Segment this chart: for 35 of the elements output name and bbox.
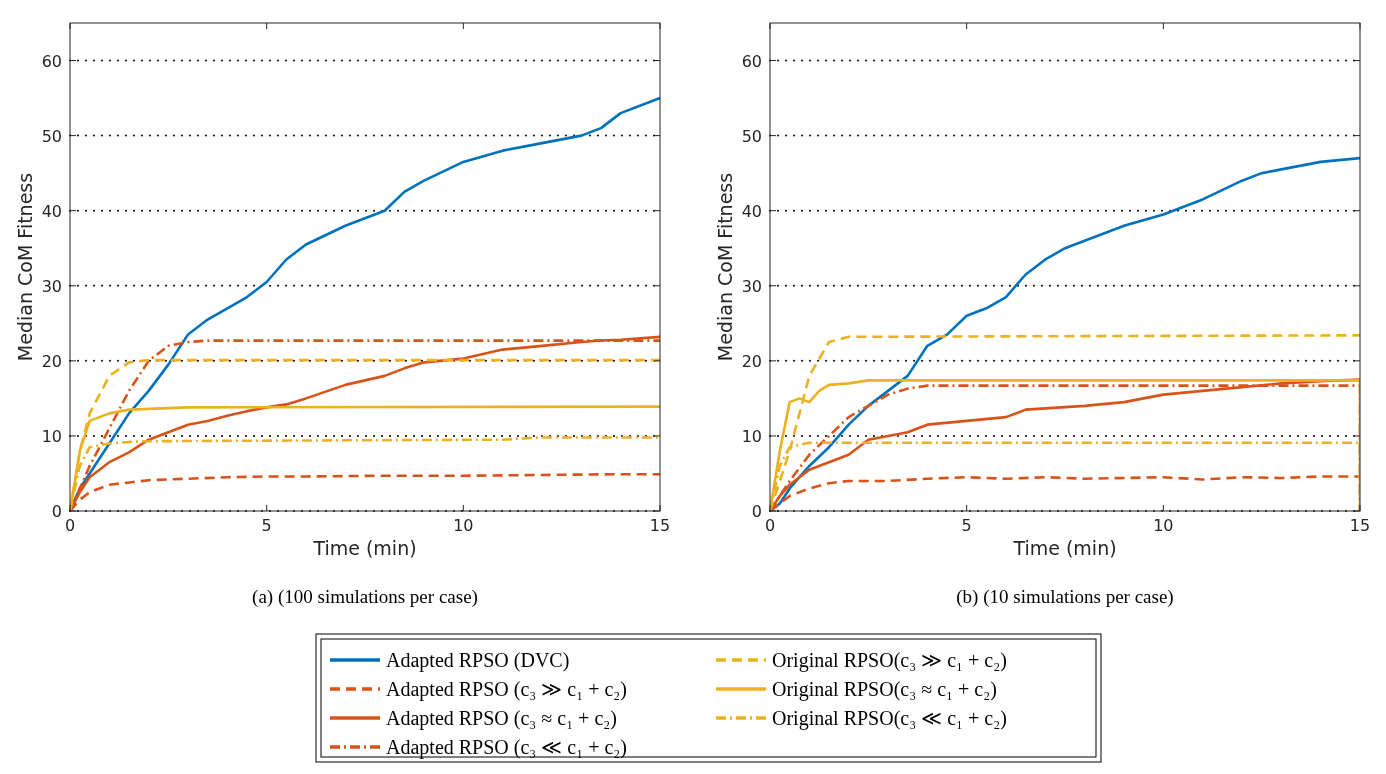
legend-label: Adapted RPSO (c₃ ≪ c₁ + c₂) bbox=[386, 736, 627, 759]
x-axis-title: Time (min) bbox=[312, 537, 417, 559]
x-tick-label: 5 bbox=[261, 516, 272, 535]
y-tick-label: 10 bbox=[741, 426, 762, 446]
legend-label: Adapted RPSO (DVC) bbox=[386, 649, 570, 672]
x-axis-title: Time (min) bbox=[1012, 537, 1117, 559]
y-tick-label: 40 bbox=[41, 201, 62, 221]
y-tick-label: 20 bbox=[741, 351, 762, 371]
x-tick-label: 0 bbox=[64, 516, 76, 535]
legend-label: Original RPSO(c₃ ≫ c₁ + c₂) bbox=[772, 649, 1007, 672]
x-tick-label: 10 bbox=[453, 516, 474, 535]
x-tick-label: 15 bbox=[1349, 516, 1371, 535]
y-tick-label: 40 bbox=[741, 201, 762, 221]
y-axis-title: Median CoM Fitness bbox=[714, 172, 736, 362]
y-axis-title: Median CoM Fitness bbox=[14, 172, 36, 362]
y-tick-label: 10 bbox=[41, 426, 62, 446]
x-tick-label: 0 bbox=[764, 516, 776, 535]
legend-label: Adapted RPSO (c₃ ≈ c₁ + c₂) bbox=[386, 707, 617, 730]
y-tick-label: 60 bbox=[741, 51, 762, 71]
legend-label: Adapted RPSO (c₃ ≫ c₁ + c₂) bbox=[386, 678, 627, 701]
y-tick-label: 0 bbox=[51, 502, 62, 521]
y-tick-label: 60 bbox=[41, 51, 62, 71]
y-tick-label: 30 bbox=[741, 276, 762, 296]
text: (b) (10 simulations per case) bbox=[956, 586, 1174, 608]
text: (a) (100 simulations per case) bbox=[252, 586, 478, 608]
y-tick-label: 50 bbox=[741, 126, 762, 146]
x-tick-label: 5 bbox=[961, 516, 972, 535]
y-tick-label: 50 bbox=[41, 126, 62, 146]
y-tick-label: 30 bbox=[41, 276, 62, 296]
x-tick-label: 15 bbox=[649, 516, 671, 535]
legend-label: Original RPSO(c₃ ≈ c₁ + c₂) bbox=[772, 678, 997, 701]
y-tick-label: 0 bbox=[751, 502, 762, 521]
legend-label: Original RPSO(c₃ ≪ c₁ + c₂) bbox=[772, 707, 1007, 730]
y-tick-label: 20 bbox=[41, 351, 62, 371]
x-tick-label: 10 bbox=[1153, 516, 1174, 535]
